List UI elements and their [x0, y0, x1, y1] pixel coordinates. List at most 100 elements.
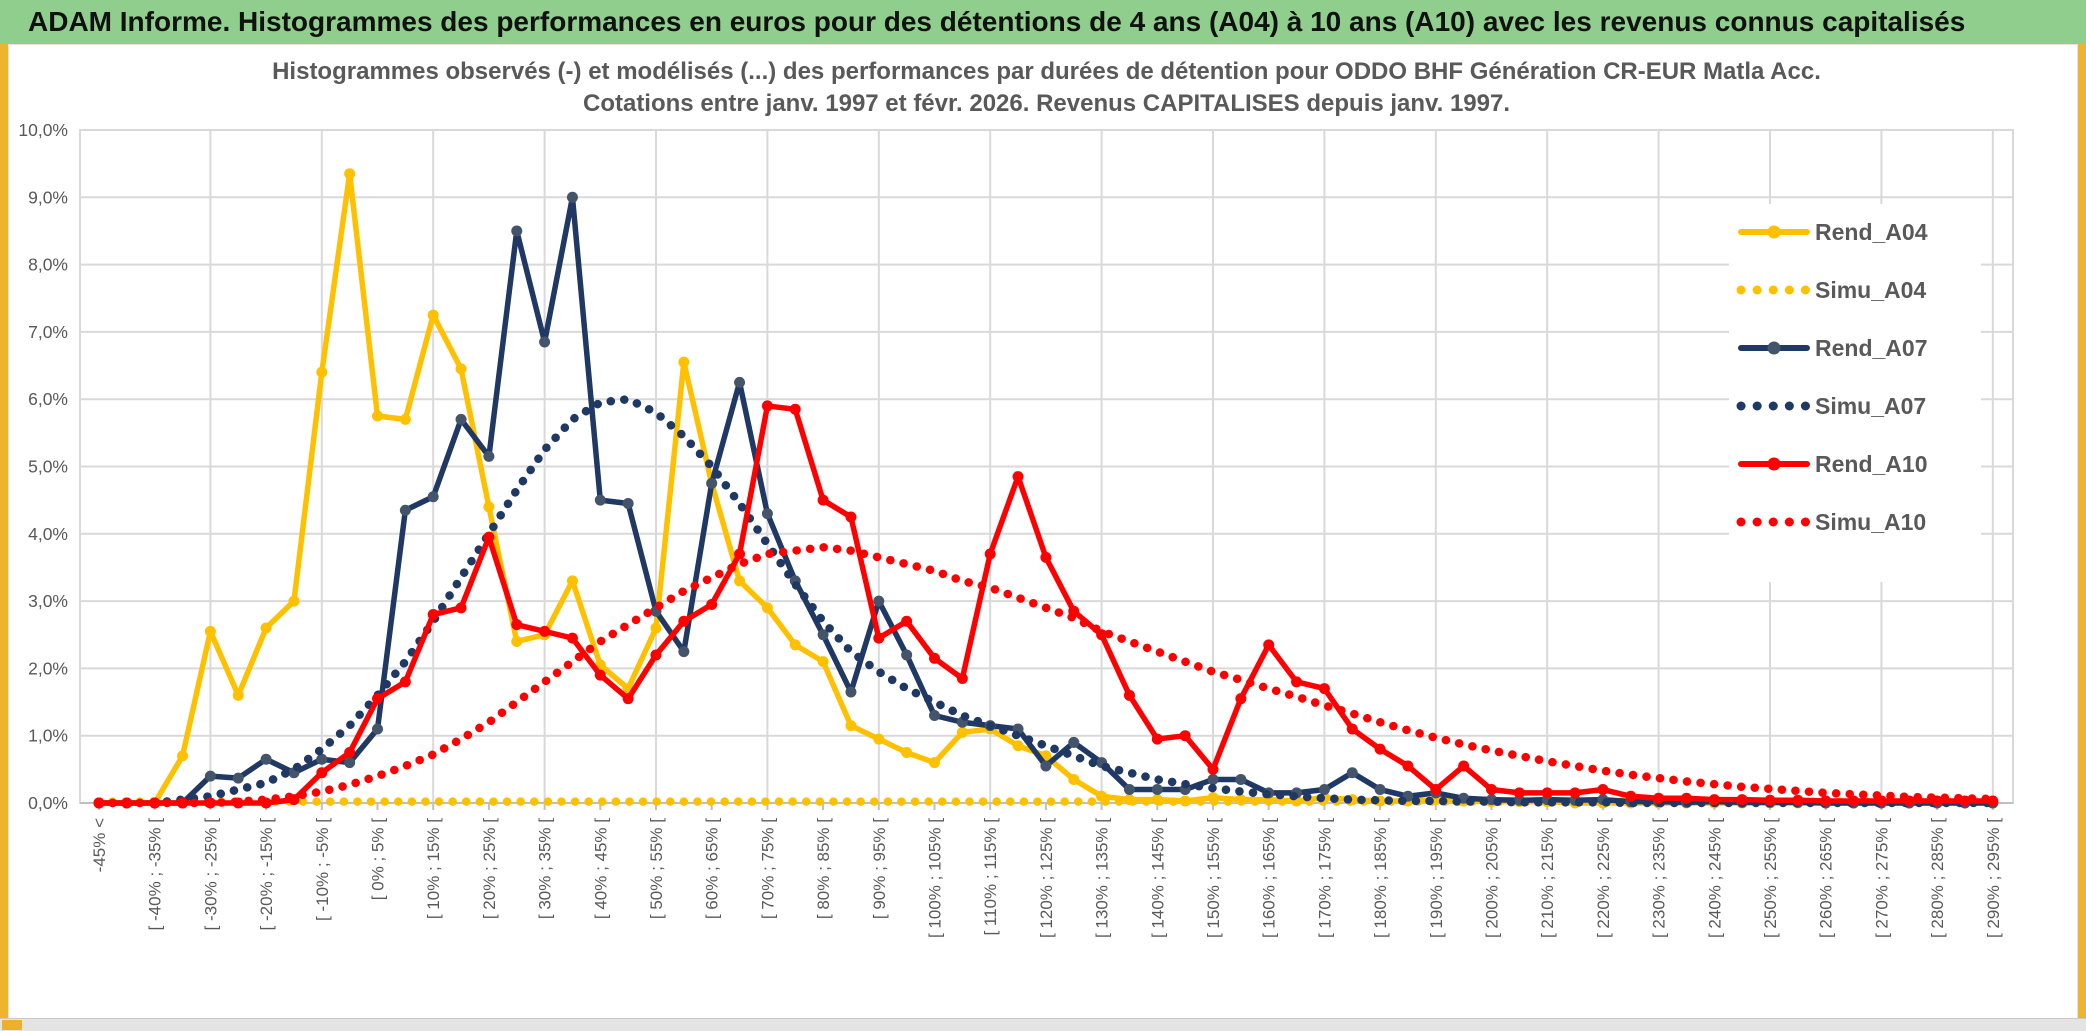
series-rend_a10[interactable] [93, 400, 1999, 809]
x-tick-label: [ 90% ; 95% [ [870, 818, 889, 919]
histogram-chart: 0,0% 1,0% 2,0% 3,0% 4,0% 5,0% 6,0% 7,0% 8,0% 9,0%… [18, 120, 2014, 938]
data-point-marker [845, 686, 857, 698]
x-tick-label: [ -30% ; -25% [ [201, 818, 220, 931]
x-tick-label: [ 240% ; 245% [ [1705, 818, 1724, 938]
data-point-marker [260, 753, 272, 765]
x-tick-label: [ -20% ; -15% [ [257, 818, 276, 931]
series-simu_a07[interactable] [94, 394, 1998, 808]
data-point-marker [483, 501, 495, 513]
left-frame-bar [0, 44, 8, 1020]
legend-item-rend_a10[interactable]: Rend_A10 [1738, 451, 1927, 477]
x-tick-label: [ 160% ; 165% [ [1260, 818, 1279, 938]
data-point-marker [678, 356, 690, 368]
data-point-marker [372, 693, 383, 705]
y-tick-label: 3,0% [28, 591, 68, 611]
x-tick-label: [ 270% ; 275% [ [1872, 818, 1891, 938]
x-tick-label: -45% < [90, 818, 109, 872]
data-point-marker [1040, 760, 1052, 772]
data-point-marker [706, 477, 718, 489]
data-point-marker [1764, 794, 1776, 806]
data-point-marker [1625, 790, 1637, 802]
data-point-marker [984, 548, 996, 560]
data-point-marker [845, 720, 857, 732]
horizontal-scrollbar[interactable] [0, 1018, 2086, 1031]
legend-label: Simu_A07 [1815, 393, 1926, 419]
data-point-marker [650, 622, 662, 634]
data-point-marker [204, 625, 216, 637]
x-tick-label: [ 200% ; 205% [ [1483, 818, 1502, 938]
data-point-marker [455, 363, 467, 375]
legend-item-rend_a04[interactable]: Rend_A04 [1738, 219, 1928, 245]
data-point-marker [1541, 787, 1553, 799]
x-tick-label: [ 0% ; 5% [ [369, 818, 388, 900]
x-tick-label: [ 20% ; 25% [ [480, 818, 499, 919]
data-point-marker [650, 649, 662, 661]
x-tick-label: [ 250% ; 255% [ [1761, 818, 1780, 938]
data-point-marker [1040, 551, 1052, 563]
data-point-marker [901, 615, 913, 627]
data-point-marker [1708, 794, 1720, 806]
data-point-marker [1012, 471, 1024, 483]
data-point-marker [399, 504, 411, 516]
data-point-marker [232, 689, 244, 701]
data-point-marker [817, 629, 829, 641]
x-tick-label: [ 220% ; 225% [ [1594, 818, 1613, 938]
legend-item-simu_a10[interactable]: Simu_A10 [1736, 509, 1926, 535]
data-point-marker [1318, 683, 1330, 695]
chart-title-line1: Histogrammes observés (-) et modélisés (… [272, 58, 1821, 85]
data-point-marker [427, 609, 439, 621]
x-tick-label: [ 230% ; 235% [ [1650, 818, 1669, 938]
legend-item-simu_a07[interactable]: Simu_A07 [1736, 393, 1926, 419]
data-point-marker [761, 400, 773, 412]
y-tick-label: 10,0% [18, 120, 68, 140]
data-point-marker [956, 726, 968, 738]
data-point-marker [1179, 730, 1191, 742]
data-point-marker [1151, 733, 1163, 745]
data-point-marker [372, 410, 383, 422]
legend-marker-swatch [1767, 457, 1781, 471]
legend-item-simu_a04[interactable]: Simu_A04 [1736, 277, 1926, 303]
series-simu_a10[interactable] [94, 542, 1998, 808]
data-point-marker [566, 191, 578, 203]
legend: Rend_A04 Simu_A04 Rend_A07 Simu_A07 Rend_A10… [1729, 204, 1981, 582]
series-line [96, 170, 1996, 806]
y-tick-label: 0,0% [28, 793, 68, 813]
x-axis: -45% < [ -40% ; -35% [[ -30% ; -25% [[ -2… [80, 130, 2013, 938]
data-point-marker [622, 498, 634, 510]
data-point-marker [1207, 773, 1219, 785]
x-tick-label: [ 280% ; 285% [ [1928, 818, 1947, 938]
data-point-marker [761, 602, 773, 614]
data-point-marker [956, 672, 968, 684]
data-point-marker [929, 757, 940, 769]
data-point-marker [1569, 787, 1581, 799]
data-point-marker [1848, 795, 1860, 807]
data-point-marker [734, 575, 746, 587]
data-point-marker [1123, 689, 1135, 701]
data-point-marker [845, 511, 857, 523]
legend-item-rend_a07[interactable]: Rend_A07 [1738, 335, 1927, 361]
data-point-marker [678, 646, 690, 658]
legend-label: Simu_A04 [1815, 277, 1926, 303]
data-point-marker [427, 491, 439, 503]
data-point-marker [1291, 676, 1303, 688]
x-tick-label: [ 170% ; 175% [ [1315, 818, 1334, 938]
scrollbar-thumb[interactable] [2, 1020, 22, 1030]
data-point-marker [511, 619, 523, 631]
data-point-marker [539, 336, 551, 348]
x-tick-label: [ 210% ; 215% [ [1538, 818, 1557, 938]
window-title-bar: ADAM Informe. Histogrammes des performan… [0, 0, 2086, 44]
data-point-marker [1680, 792, 1692, 804]
chart-title-line2: Cotations entre janv. 1997 et févr. 2026… [582, 90, 1511, 117]
data-point-marker [1068, 736, 1080, 748]
series-rend_a07[interactable] [93, 191, 1999, 809]
series-line [96, 194, 1996, 806]
x-tick-label: [ 190% ; 195% [ [1427, 818, 1446, 938]
data-point-marker [232, 772, 244, 784]
legend-label: Rend_A07 [1815, 335, 1927, 361]
data-point-marker [288, 595, 300, 607]
data-point-marker [1346, 767, 1358, 779]
x-tick-label: [ 100% ; 105% [ [926, 818, 945, 938]
legend-label: Rend_A04 [1815, 219, 1928, 245]
data-point-marker [427, 309, 439, 321]
data-point-marker [566, 632, 578, 644]
